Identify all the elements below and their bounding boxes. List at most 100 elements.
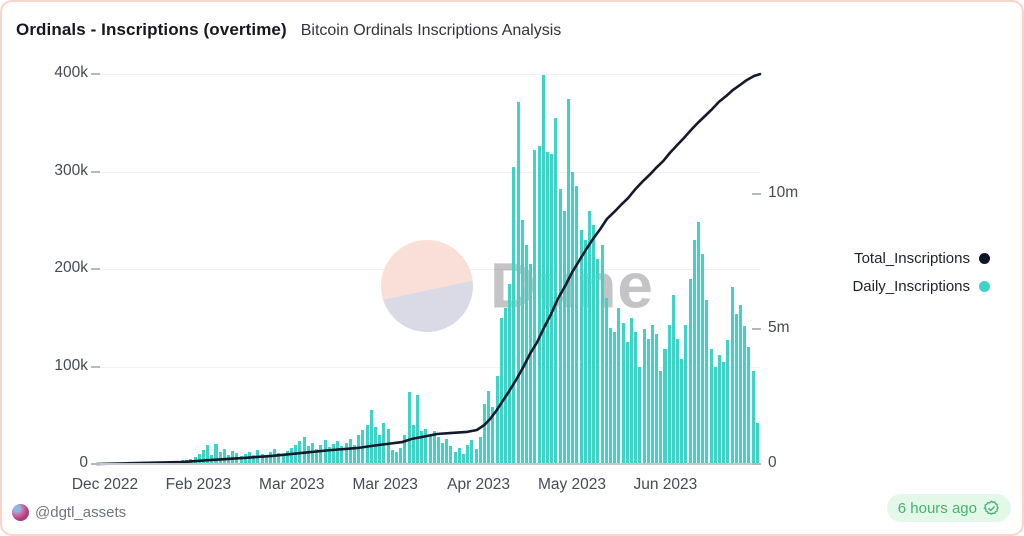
y-axis-tick-label: 0 [768,454,777,471]
daily-inscriptions-bar [655,334,659,464]
daily-inscriptions-bar [436,436,440,464]
legend: Total_Inscriptions Daily_Inscriptions [852,244,990,300]
daily-inscriptions-bar [407,391,411,464]
daily-inscriptions-bar [684,324,688,464]
daily-inscriptions-bar [751,371,755,464]
daily-inscriptions-bar [495,376,499,464]
daily-inscriptions-bar [545,152,549,464]
daily-inscriptions-bar [726,340,730,464]
daily-inscriptions-bar [466,444,470,464]
daily-inscriptions-bar [445,438,449,464]
author[interactable]: @dgtl_assets [12,504,126,521]
y-axis-tick-label: 5m [768,319,790,336]
daily-inscriptions-bar [613,332,617,464]
daily-inscriptions-bar [579,230,583,464]
x-axis-tick-label: Mar 2023 [352,476,418,493]
axis-tick [91,268,100,270]
header: Ordinals - Inscriptions (overtime) Bitco… [16,20,561,40]
legend-item-daily-inscriptions[interactable]: Daily_Inscriptions [852,272,990,300]
daily-inscriptions-bar [390,450,394,464]
daily-inscriptions-bar [529,264,533,464]
daily-inscriptions-bar [743,325,747,464]
total-inscriptions-dot-icon [979,252,990,264]
legend-item-total-inscriptions[interactable]: Total_Inscriptions [852,244,990,272]
daily-inscriptions-bar [290,448,294,464]
gridline [97,171,760,173]
y-axis-tick-label: 0 [79,454,88,471]
daily-inscriptions-bar [562,210,566,464]
daily-inscriptions-bar [336,440,340,464]
axis-tick [91,463,100,465]
daily-inscriptions-bar [478,436,482,464]
daily-inscriptions-bar [260,454,264,464]
axis-tick [752,463,761,465]
daily-inscriptions-bar [357,434,361,464]
y-axis-tick-label: 200k [54,259,88,276]
chart-title: Ordinals - Inscriptions (overtime) [16,20,287,39]
daily-inscriptions-bar [650,324,654,464]
daily-inscriptions-bar [533,150,537,464]
daily-inscriptions-bar [394,452,398,464]
daily-inscriptions-bar [667,324,671,464]
y-axis-tick-label: 100k [54,356,88,374]
daily-inscriptions-bar [600,244,604,464]
daily-inscriptions-bar [302,436,306,464]
daily-inscriptions-bar [621,322,625,464]
daily-inscriptions-bar [441,442,445,464]
daily-inscriptions-bar [642,329,646,464]
x-axis-tick-label: Apr 2023 [447,476,511,493]
daily-inscriptions-bar [705,300,709,464]
daily-inscriptions-bar [403,434,407,464]
x-axis-tick-label: Jun 2023 [633,476,698,493]
daily-inscriptions-bar [676,339,680,464]
daily-inscriptions-bar [713,366,717,464]
total-inscriptions-line [95,72,762,466]
daily-inscriptions-bar [659,371,663,464]
daily-inscriptions-bar [378,434,382,464]
y-axis-tick-label: 10m [768,184,799,201]
daily-inscriptions-bar [449,446,453,464]
daily-inscriptions-bar [499,317,503,464]
daily-inscriptions-bar [692,239,696,464]
x-axis-tick-label: Dec 2022 [71,476,139,493]
plot-area: Dune [95,72,762,466]
daily-inscriptions-bar [264,456,268,464]
x-axis-line [97,463,760,465]
daily-inscriptions-bar [315,449,319,464]
daily-inscriptions-bar [671,295,675,464]
daily-inscriptions-bar [537,146,541,464]
daily-inscriptions-bar [269,452,273,464]
daily-inscriptions-bar [424,428,428,464]
daily-inscriptions-bar [739,305,743,464]
y-axis-tick-label: 300k [54,161,88,179]
gridline [97,74,760,75]
legend-label: Total_Inscriptions [854,249,970,267]
author-avatar [12,504,29,521]
daily-inscriptions-bar [369,410,373,464]
daily-inscriptions-bar [718,354,722,464]
daily-inscriptions-bar [629,317,633,464]
daily-inscriptions-bar [277,453,281,464]
daily-inscriptions-bar [697,222,701,464]
daily-inscriptions-bar [575,186,579,464]
daily-inscriptions-bar [399,448,403,464]
last-updated-text: 6 hours ago [897,499,977,517]
daily-inscriptions-dot-icon [979,280,990,292]
daily-inscriptions-bar [348,438,352,464]
daily-inscriptions-bar [504,308,508,464]
daily-inscriptions-bar [252,455,256,464]
axis-tick [752,328,761,330]
daily-inscriptions-bar [386,428,390,464]
daily-inscriptions-bar [525,244,529,464]
daily-inscriptions-bar [730,286,734,464]
daily-inscriptions-bar [554,117,558,464]
daily-inscriptions-bar [239,456,243,464]
last-updated-badge[interactable]: 6 hours ago [886,494,1011,522]
daily-inscriptions-bar [491,407,495,464]
daily-inscriptions-bar [432,430,436,464]
daily-inscriptions-bar [709,348,713,464]
daily-inscriptions-bar [487,390,491,464]
daily-inscriptions-bar [638,366,642,464]
daily-inscriptions-bar [688,278,692,464]
chart-subtitle: Bitcoin Ordinals Inscriptions Analysis [300,22,562,39]
